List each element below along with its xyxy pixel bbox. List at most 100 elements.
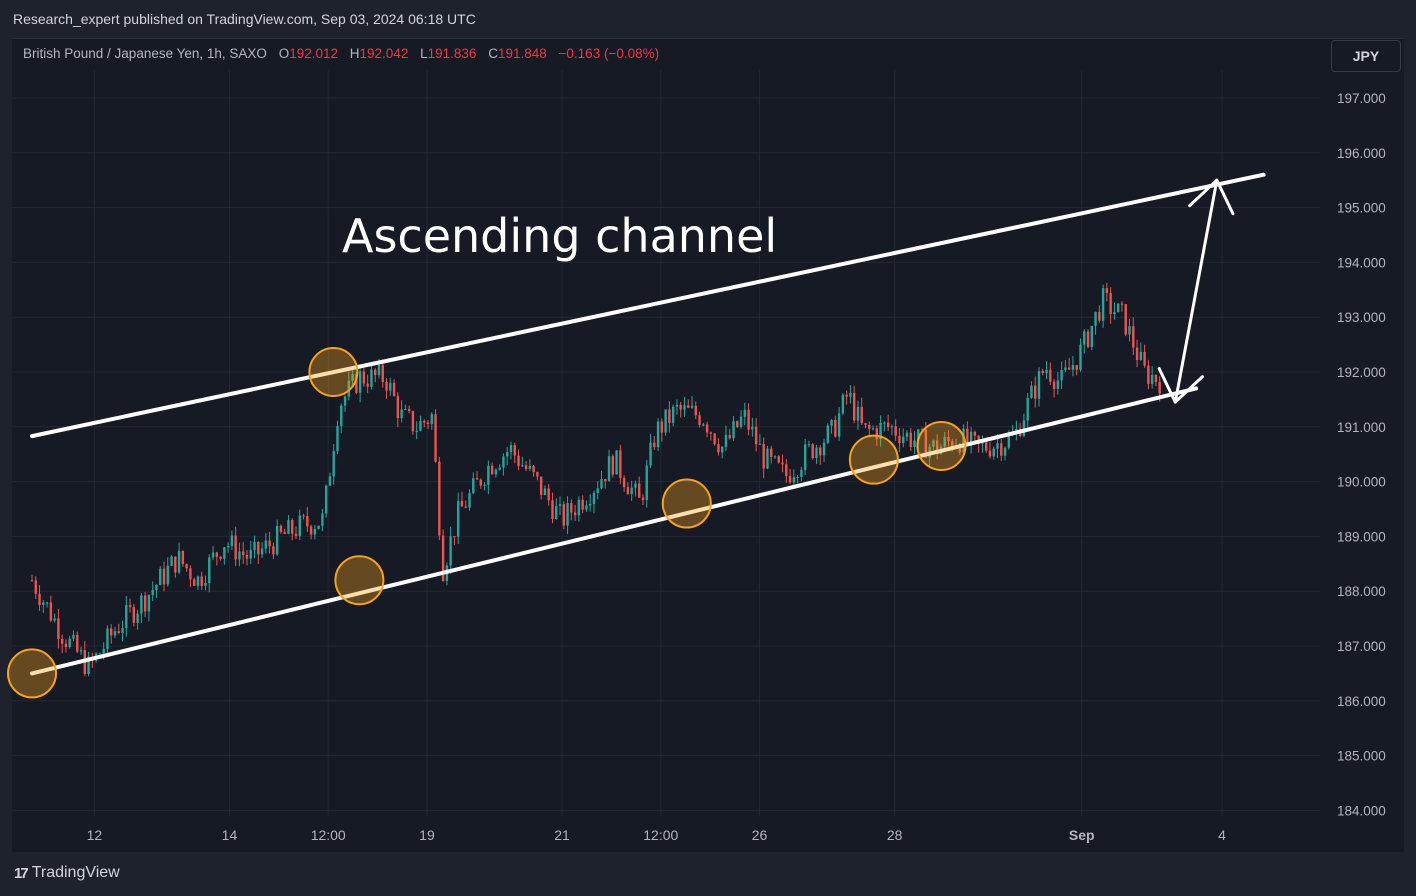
candle-body [1022, 420, 1026, 437]
candle-body [268, 540, 271, 547]
candle-body [1147, 365, 1150, 384]
candle-body [588, 503, 592, 506]
candle-body [404, 408, 407, 410]
candle-body [736, 421, 739, 427]
channel-lower-line [30, 386, 1199, 676]
candle-body [890, 426, 894, 428]
close-value: 191.848 [497, 46, 547, 61]
candle-body [600, 479, 603, 489]
candle-body [151, 590, 154, 596]
chart-grid [12, 70, 1320, 816]
candle-body [226, 545, 230, 548]
open-label: O [278, 46, 290, 61]
candle-body [366, 383, 369, 387]
candle-body [841, 394, 845, 414]
candle-body [456, 500, 460, 537]
candle-body [973, 431, 977, 436]
candle-body [834, 419, 837, 437]
candle-body [698, 415, 701, 425]
candle-body [883, 422, 886, 424]
candle-body [747, 409, 750, 430]
candle-body [984, 442, 988, 451]
candle-body [1158, 381, 1161, 394]
candle-body [313, 528, 317, 535]
chart-panel[interactable] [12, 38, 1404, 853]
change-value: −0.163 (−0.08%) [558, 46, 660, 61]
candle-body [1067, 367, 1071, 370]
candle-body [770, 448, 773, 457]
candle-body [430, 414, 433, 424]
candle-body [42, 602, 45, 606]
candle-body [830, 419, 833, 426]
price-tick-label: 195.000 [1337, 201, 1386, 216]
candle-body [868, 424, 871, 429]
candle-body [1030, 385, 1033, 399]
candle-body [1026, 398, 1029, 421]
price-tick-label: 185.000 [1337, 749, 1386, 764]
candle-body [539, 476, 543, 496]
candle-body [807, 444, 811, 446]
candle-body [396, 395, 400, 418]
candle-body [634, 483, 637, 488]
time-tick-label: 19 [419, 827, 435, 843]
candle-body [754, 426, 758, 445]
candle-body [1071, 365, 1075, 370]
price-tick-label: 191.000 [1337, 420, 1386, 435]
candle-body [943, 436, 946, 447]
candle-body [777, 456, 780, 463]
candle-body [796, 476, 799, 478]
candle-body [536, 472, 539, 477]
candle-body [615, 450, 618, 475]
candle-body [181, 550, 185, 565]
candle-body [272, 546, 275, 555]
candle-body [638, 483, 641, 498]
candle-body [966, 428, 969, 444]
candle-body [649, 442, 652, 466]
candle-body [596, 488, 599, 494]
candle-body [683, 405, 686, 410]
candle-body [321, 513, 324, 526]
candle-body [1064, 367, 1067, 370]
candle-body [170, 556, 173, 566]
candle-body [739, 416, 743, 427]
candle-body [468, 492, 471, 508]
candle-body [242, 551, 245, 555]
tradingview-logo-icon: 17 [14, 864, 29, 882]
tradingview-logo[interactable]: 17 TradingView [14, 864, 120, 882]
candle-body [875, 428, 879, 440]
candle-body [521, 465, 524, 467]
candle-body [1056, 380, 1060, 389]
candle-body [1094, 311, 1097, 326]
high-label: H [349, 46, 360, 61]
candle-body [905, 432, 909, 437]
candle-body [389, 382, 392, 391]
chart-annotations: Ascending channel [7, 172, 1266, 699]
time-tick-label: 4 [1218, 827, 1226, 843]
touch-marker [308, 347, 359, 397]
candle-body [57, 618, 60, 639]
candle-body [1041, 371, 1044, 374]
candle-body [626, 487, 630, 495]
currency-button[interactable]: JPY [1331, 40, 1401, 72]
candle-body [1098, 311, 1101, 321]
candle-body [196, 576, 200, 586]
candle-body [837, 413, 841, 437]
candle-body [528, 466, 532, 470]
candle-body [283, 531, 286, 534]
candle-body [773, 456, 777, 458]
candle-body [498, 467, 501, 470]
candle-body [340, 405, 343, 426]
candle-body [1128, 326, 1131, 335]
candle-body [845, 394, 848, 397]
candle-body [306, 516, 309, 527]
candle-body [72, 634, 75, 639]
symbol-name: British Pound / Japanese Yen, 1h, SAXO [23, 46, 267, 61]
candle-body [1113, 312, 1116, 314]
candle-body [302, 515, 305, 517]
candle-body [140, 595, 143, 614]
time-axis: 12 14 12:00 19 21 12:00 26 28 Sep 4 [87, 827, 1227, 843]
candle-body [162, 568, 166, 585]
candle-body [856, 406, 860, 421]
price-tick-label: 188.000 [1337, 584, 1386, 599]
